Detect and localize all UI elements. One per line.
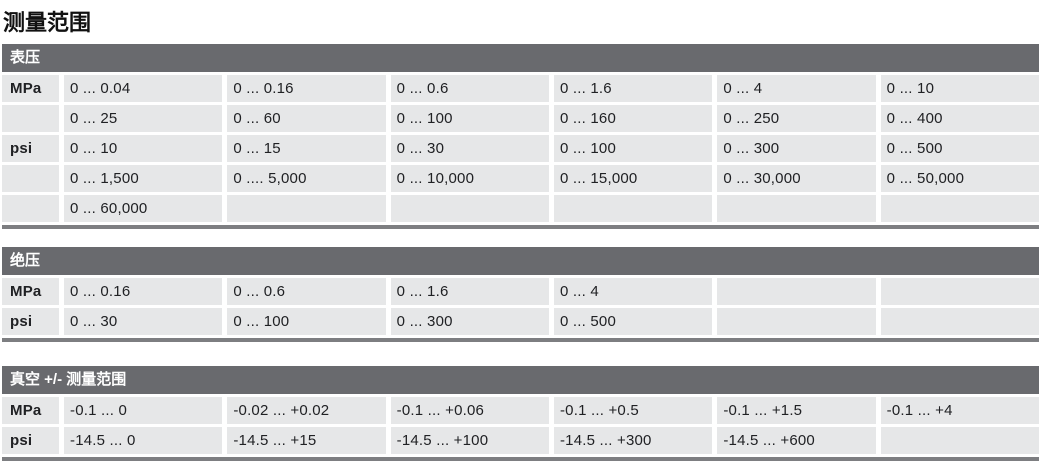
section-header-absolute-pressure: 绝压 [2, 247, 1039, 275]
range-cell: 0 ... 15,000 [553, 165, 713, 192]
range-cell: 0 ... 10 [64, 135, 223, 162]
table-bottom-rule [2, 457, 1039, 461]
section-absolute-pressure: 绝压 MPa 0 ... 0.16 0 ... 0.6 0 ... 1.6 0 ... … [2, 247, 1039, 342]
range-cell: -14.5 ... +300 [553, 427, 713, 454]
range-cell: -0.1 ... +4 [880, 397, 1039, 424]
range-cell: -0.1 ... +0.5 [553, 397, 713, 424]
range-cell: -0.1 ... +0.06 [390, 397, 549, 424]
section-header-vacuum-range: 真空 +/- 测量范围 [2, 366, 1039, 394]
range-cell [880, 308, 1039, 335]
unit-label-cell [2, 165, 59, 192]
gauge-pressure-grid: MPa 0 ... 0.04 0 ... 0.16 0 ... 0.6 0 ... 1.… [2, 75, 1039, 222]
range-cell [553, 195, 713, 222]
page-title: 测量范围 [3, 10, 92, 35]
range-cell: 0 ... 60 [227, 105, 386, 132]
range-cell: 0 ... 10 [880, 75, 1039, 102]
table-bottom-rule [2, 338, 1039, 342]
range-cell: 0 ... 250 [717, 105, 876, 132]
range-cell: 0 ... 160 [553, 105, 713, 132]
range-cell: 0 ... 500 [553, 308, 713, 335]
range-cell: -14.5 ... +15 [227, 427, 386, 454]
range-cell: 0 ... 30 [64, 308, 223, 335]
range-cell: 0 .... 5,000 [227, 165, 386, 192]
range-cell: 0 ... 100 [227, 308, 386, 335]
range-cell [717, 278, 876, 305]
range-cell [717, 308, 876, 335]
range-cell: 0 ... 0.16 [64, 278, 223, 305]
unit-label-cell: MPa [2, 397, 59, 424]
range-cell: -0.02 ... +0.02 [227, 397, 386, 424]
range-cell: 0 ... 1.6 [390, 278, 549, 305]
unit-label-cell: MPa [2, 75, 59, 102]
range-cell: 0 ... 1,500 [64, 165, 223, 192]
vacuum-range-grid: MPa -0.1 ... 0 -0.02 ... +0.02 -0.1 ... +0.… [2, 397, 1039, 454]
unit-label-cell: psi [2, 308, 59, 335]
range-cell [390, 195, 549, 222]
range-cell: 0 ... 500 [880, 135, 1039, 162]
unit-label-cell [2, 195, 59, 222]
range-cell: 0 ... 50,000 [880, 165, 1039, 192]
range-cell: 0 ... 100 [390, 105, 549, 132]
range-cell: -0.1 ... 0 [64, 397, 223, 424]
range-cell: 0 ... 60,000 [64, 195, 223, 222]
range-cell: -14.5 ... +100 [390, 427, 549, 454]
range-cell: 0 ... 0.6 [227, 278, 386, 305]
range-cell: 0 ... 300 [390, 308, 549, 335]
section-gauge-pressure: 表压 MPa 0 ... 0.04 0 ... 0.16 0 ... 0.6 0 ...… [2, 44, 1039, 229]
section-vacuum-range: 真空 +/- 测量范围 MPa -0.1 ... 0 -0.02 ... +0.02… [2, 366, 1039, 461]
absolute-pressure-grid: MPa 0 ... 0.16 0 ... 0.6 0 ... 1.6 0 ... 4 ps… [2, 278, 1039, 335]
range-cell: 0 ... 100 [553, 135, 713, 162]
range-cell: 0 ... 0.04 [64, 75, 223, 102]
section-header-gauge-pressure: 表压 [2, 44, 1039, 72]
range-cell: -14.5 ... +600 [717, 427, 876, 454]
range-cell: 0 ... 4 [553, 278, 713, 305]
unit-label-cell: psi [2, 135, 59, 162]
range-cell: 0 ... 0.6 [390, 75, 549, 102]
range-cell: 0 ... 300 [717, 135, 876, 162]
range-cell: 0 ... 25 [64, 105, 223, 132]
range-cell [880, 278, 1039, 305]
range-cell: 0 ... 0.16 [227, 75, 386, 102]
table-bottom-rule [2, 225, 1039, 229]
range-cell [880, 427, 1039, 454]
unit-label-cell: psi [2, 427, 59, 454]
range-cell [717, 195, 876, 222]
range-cell: 0 ... 30 [390, 135, 549, 162]
range-cell: 0 ... 1.6 [553, 75, 713, 102]
range-cell: -14.5 ... 0 [64, 427, 223, 454]
unit-label-cell: MPa [2, 278, 59, 305]
unit-label-cell [2, 105, 59, 132]
range-cell [227, 195, 386, 222]
range-cell: 0 ... 10,000 [390, 165, 549, 192]
range-cell: 0 ... 400 [880, 105, 1039, 132]
range-cell [880, 195, 1039, 222]
range-cell: -0.1 ... +1.5 [717, 397, 876, 424]
range-cell: 0 ... 4 [717, 75, 876, 102]
range-cell: 0 ... 15 [227, 135, 386, 162]
range-cell: 0 ... 30,000 [717, 165, 876, 192]
